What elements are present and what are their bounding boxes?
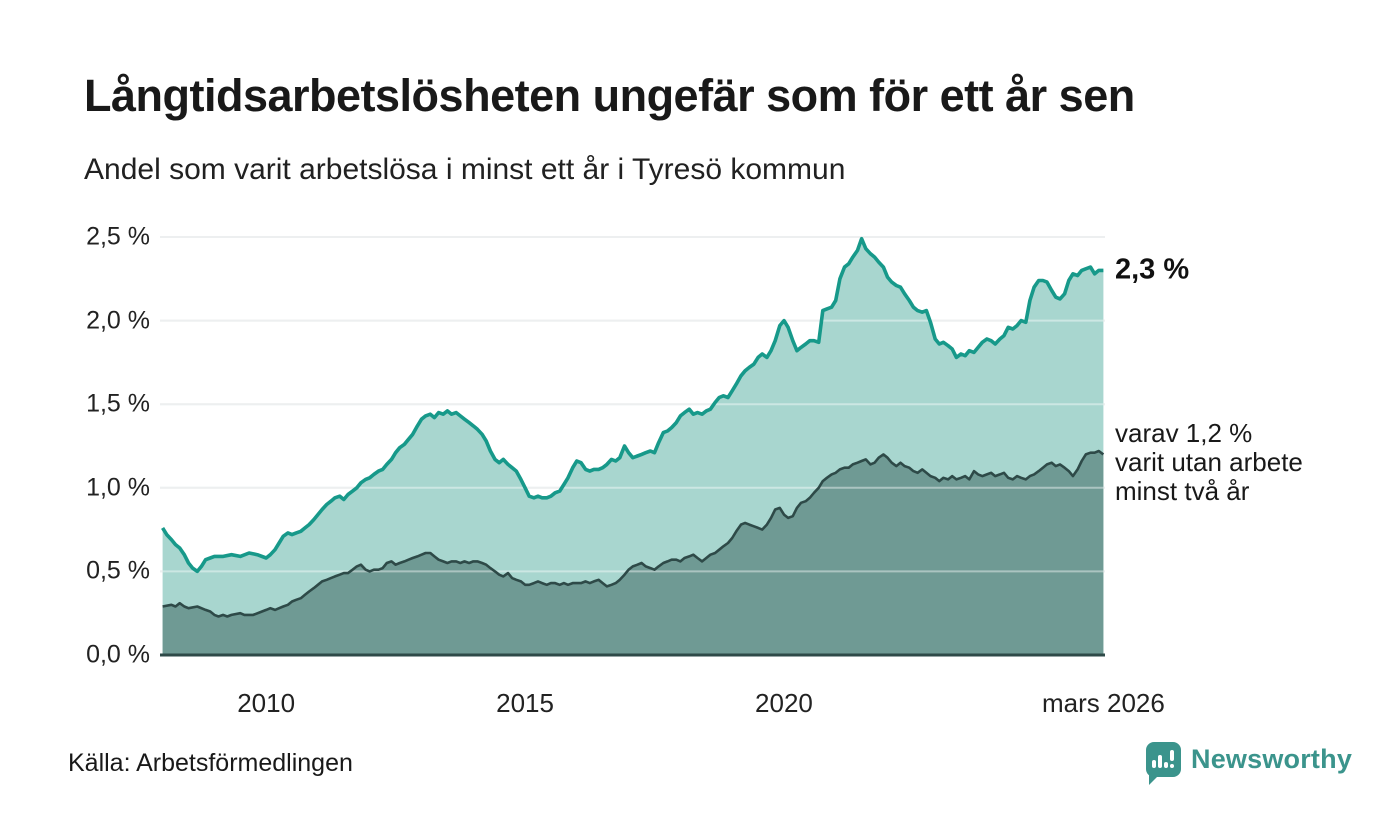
y-axis-label: 0,0 %	[86, 640, 150, 669]
y-axis-label: 2,5 %	[86, 222, 150, 251]
page-subtitle: Andel som varit arbetslösa i minst ett å…	[84, 153, 846, 186]
y-axis-label: 1,0 %	[86, 473, 150, 502]
logo-bar	[1164, 762, 1168, 768]
y-axis-label: 1,5 %	[86, 389, 150, 418]
x-axis-label: 2010	[237, 688, 296, 718]
logo-exclamation	[1170, 750, 1174, 761]
end-value-label-primary: 2,3 %	[1115, 253, 1190, 286]
end-secondary-line: varav 1,2 %	[1115, 418, 1253, 448]
x-axis-label: 2015	[496, 688, 554, 718]
logo-exclamation-dot	[1170, 764, 1174, 768]
end-secondary-line: varit utan arbete	[1115, 447, 1303, 477]
y-axis-label: 2,0 %	[86, 306, 150, 335]
x-axis-label: mars 2026	[1042, 688, 1165, 718]
source-note: Källa: Arbetsförmedlingen	[68, 749, 353, 777]
line-unemployed-1yr	[161, 236, 1104, 574]
y-axis-label: 0,5 %	[86, 556, 150, 585]
end-secondary-line: minst två år	[1115, 476, 1250, 506]
newsworthy-bubble-chart-icon	[1146, 742, 1181, 785]
newsworthy-logo[interactable]: Newsworthy	[1146, 742, 1353, 785]
logo-bar	[1158, 755, 1162, 768]
line-unemployed-2yr	[162, 449, 1105, 618]
x-axis-label: 2020	[755, 688, 813, 718]
logo-bar	[1152, 760, 1156, 768]
end-value-label-secondary: varav 1,2 % varit utan arbete minst två …	[1115, 419, 1303, 506]
page-title: Långtidsarbetslösheten ungefär som för e…	[84, 70, 1135, 121]
chart-svg	[160, 236, 1105, 657]
area-unemployed-2yr	[162, 451, 1104, 655]
newsworthy-wordmark: Newsworthy	[1191, 744, 1353, 774]
area-chart	[160, 230, 1105, 658]
